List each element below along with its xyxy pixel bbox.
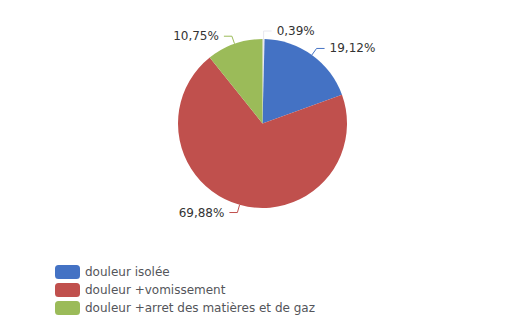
- svg-text:10,75%: 10,75%: [173, 29, 219, 43]
- svg-text:douleur isolée: douleur isolée: [85, 265, 170, 279]
- svg-text:0,39%: 0,39%: [277, 24, 315, 38]
- svg-text:69,88%: 69,88%: [179, 206, 225, 220]
- svg-text:19,12%: 19,12%: [330, 41, 376, 55]
- svg-text:douleur +arret des matières et: douleur +arret des matières et de gaz: [85, 301, 315, 315]
- svg-text:douleur +vomissement: douleur +vomissement: [85, 283, 226, 297]
